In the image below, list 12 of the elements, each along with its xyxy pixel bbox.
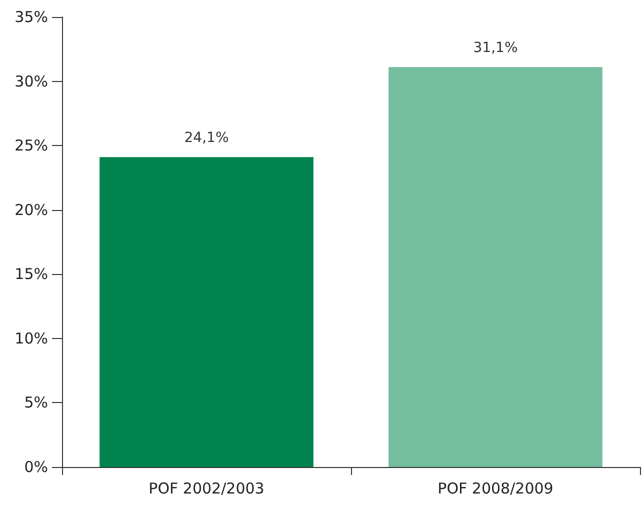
y-tick-label: 0% — [24, 458, 48, 476]
x-tick-label: POF 2008/2009 — [438, 480, 554, 498]
y-tick-label: 35% — [14, 8, 48, 26]
data-label: 24,1% — [184, 130, 229, 146]
y-tick-label: 25% — [14, 136, 48, 155]
x-tick-label: POF 2002/2003 — [148, 480, 264, 498]
data-label: 31,1% — [473, 40, 518, 56]
y-tick-label: 5% — [24, 394, 48, 412]
y-tick-label: 15% — [14, 265, 48, 284]
y-tick-label: 30% — [14, 72, 48, 90]
y-tick-label: 20% — [14, 200, 48, 219]
y-tick-label: 10% — [14, 329, 48, 348]
